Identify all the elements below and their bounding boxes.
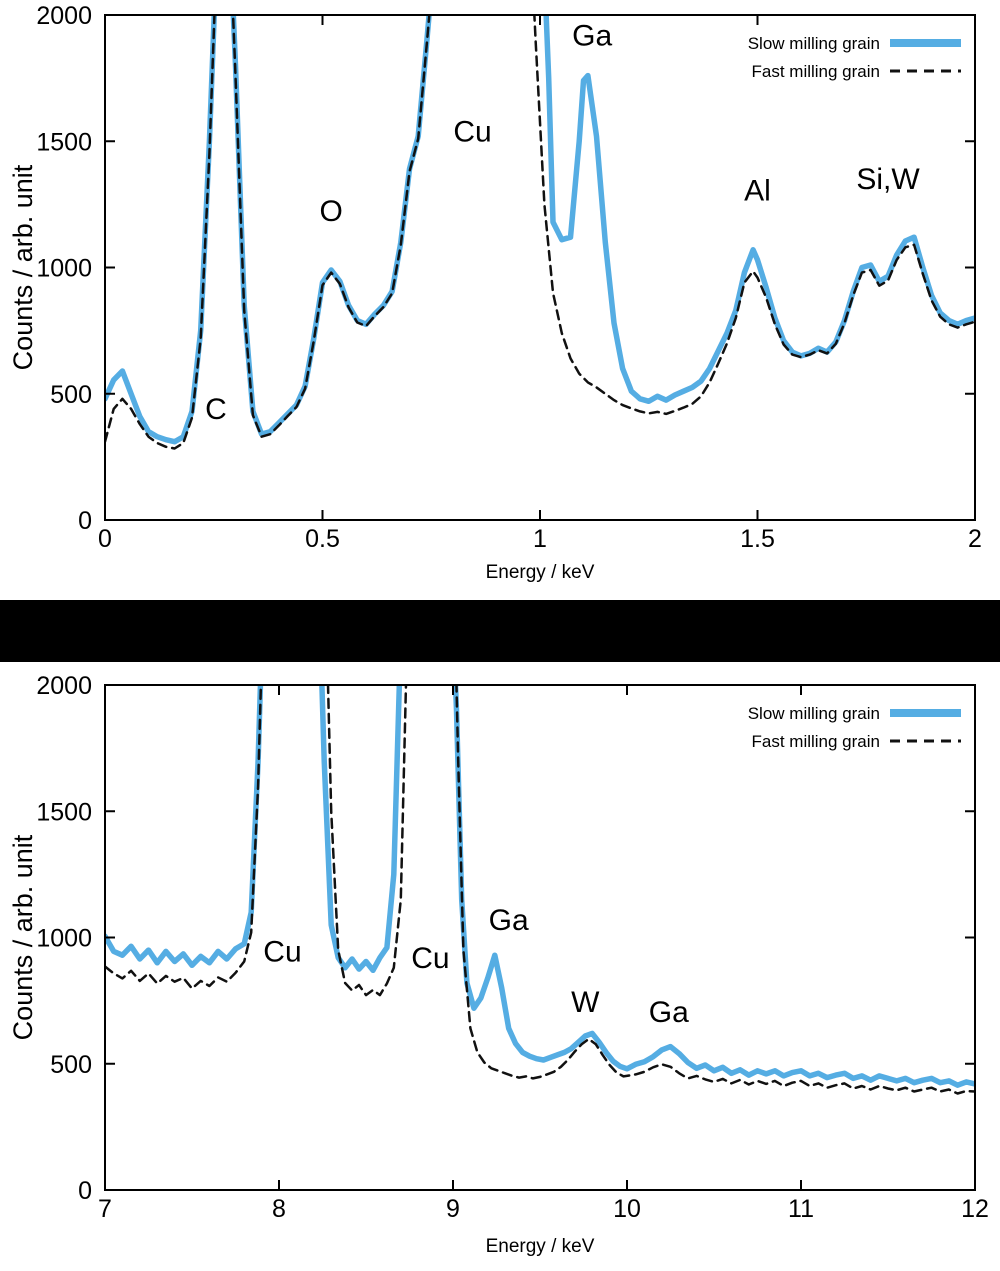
y-tick-label: 500 xyxy=(50,1051,92,1079)
y-axis-title: Counts / arb. unit xyxy=(8,164,38,370)
y-axis-title: Counts / arb. unit xyxy=(8,834,38,1040)
peak-label-ga: Ga xyxy=(649,996,689,1029)
x-tick-label: 7 xyxy=(98,1195,112,1223)
x-axis-title: Energy / keV xyxy=(486,1236,595,1257)
x-axis-title: Energy / keV xyxy=(486,562,595,583)
legend-label-fast: Fast milling grain xyxy=(752,62,881,81)
x-tick-label: 11 xyxy=(788,1195,814,1223)
series-group xyxy=(105,685,975,1095)
legend-label-fast: Fast milling grain xyxy=(752,732,881,751)
series-line-fast-milling xyxy=(105,15,975,450)
series-line-slow-milling xyxy=(105,685,975,1088)
peak-label-cu: Cu xyxy=(453,115,491,148)
y-tick-label: 2000 xyxy=(36,672,92,700)
legend-label-slow: Slow milling grain xyxy=(748,704,880,723)
low-energy-spectrum-chart: 0 0.5 1 1.5 2 0 500 1000 1500 2000 Energy / keV Cou… xyxy=(8,2,982,583)
peak-label-cu: Cu xyxy=(411,942,449,975)
panel-divider xyxy=(0,600,1000,662)
x-tick-label: 8 xyxy=(272,1195,286,1223)
x-tick-label: 9 xyxy=(446,1195,460,1223)
y-tick-label: 1000 xyxy=(36,255,92,283)
plot-border xyxy=(104,684,976,1191)
x-tick-label: 1.5 xyxy=(740,525,775,553)
series-line-fast-milling xyxy=(105,685,975,1095)
x-tick-label: 2 xyxy=(968,525,982,553)
peak-label-al: Al xyxy=(744,175,771,208)
peak-label-c: C xyxy=(205,393,227,426)
y-tick-label: 500 xyxy=(50,381,92,409)
y-tick-label: 2000 xyxy=(36,2,92,30)
y-tick-label: 0 xyxy=(78,507,92,535)
peak-label-cu: Cu xyxy=(263,935,301,968)
y-tick-label: 1500 xyxy=(36,128,92,156)
x-tick-label: 0.5 xyxy=(305,525,340,553)
y-tick-label: 1500 xyxy=(36,798,92,826)
peak-label-ga: Ga xyxy=(572,19,612,52)
high-energy-spectrum-panel: 7 8 9 10 11 12 0 500 1000 1500 2000 Energy / keV Cou… xyxy=(0,662,1000,1271)
y-tick-label: 1000 xyxy=(36,925,92,953)
series-group xyxy=(105,15,975,450)
x-tick-label: 0 xyxy=(98,525,112,553)
x-tick-label: 10 xyxy=(613,1195,641,1223)
low-energy-spectrum-panel: 0 0.5 1 1.5 2 0 500 1000 1500 2000 Energy / keV Cou… xyxy=(0,0,1000,600)
x-tick-label: 12 xyxy=(961,1195,989,1223)
peak-label-ga: Ga xyxy=(489,904,529,937)
peak-label-o: O xyxy=(320,195,343,228)
peak-label-w: W xyxy=(571,986,600,1019)
legend-label-slow: Slow milling grain xyxy=(748,34,880,53)
peak-label-siw: Si,W xyxy=(856,163,920,196)
x-tick-label: 1 xyxy=(533,525,547,553)
y-tick-label: 0 xyxy=(78,1177,92,1205)
high-energy-spectrum-chart: 7 8 9 10 11 12 0 500 1000 1500 2000 Energy / keV Cou… xyxy=(8,672,989,1257)
